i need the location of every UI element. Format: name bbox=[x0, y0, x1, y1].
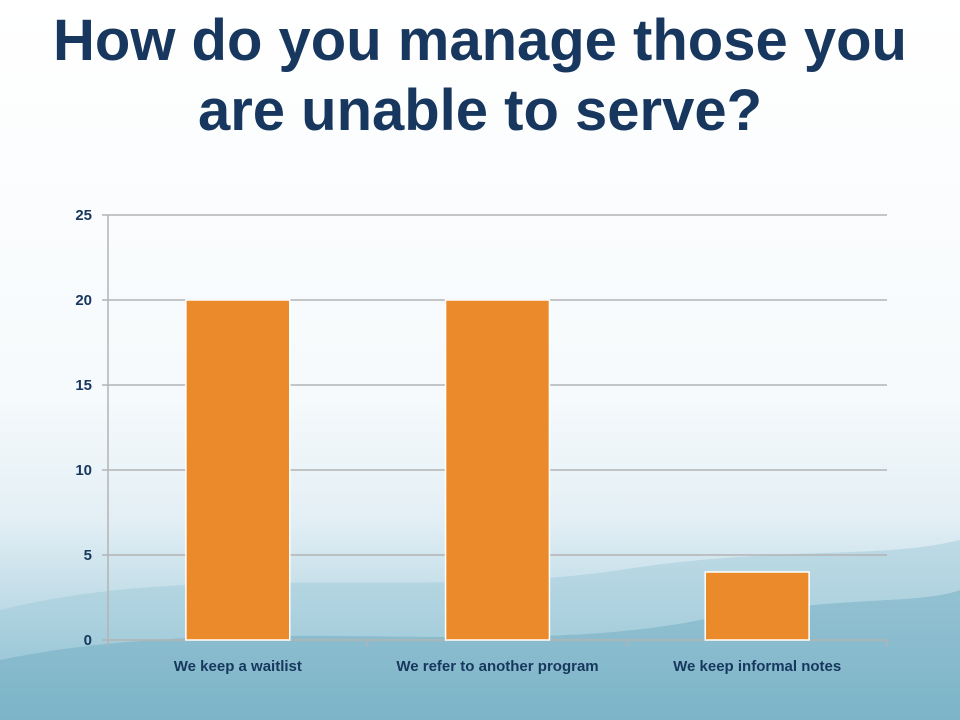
y-tick-label: 10 bbox=[75, 462, 92, 479]
slide-title: How do you manage those you are unable t… bbox=[53, 8, 907, 143]
y-tick-label: 25 bbox=[75, 207, 92, 224]
y-tick-label: 0 bbox=[84, 632, 92, 649]
y-tick-label: 20 bbox=[75, 292, 92, 309]
bar bbox=[444, 299, 551, 641]
x-category-label: We refer to another program bbox=[396, 658, 598, 675]
x-category-label: We keep a waitlist bbox=[174, 658, 302, 675]
labels: 0 5 10 15 20 25 We keep a waitlist We refer to … bbox=[75, 207, 841, 675]
y-tick-label: 5 bbox=[84, 547, 92, 564]
axes bbox=[102, 214, 888, 646]
y-tick-label: 15 bbox=[75, 377, 92, 394]
bars bbox=[185, 299, 810, 641]
bar bbox=[704, 571, 810, 641]
bar bbox=[185, 299, 291, 641]
x-category-label: We keep informal notes bbox=[673, 658, 841, 675]
